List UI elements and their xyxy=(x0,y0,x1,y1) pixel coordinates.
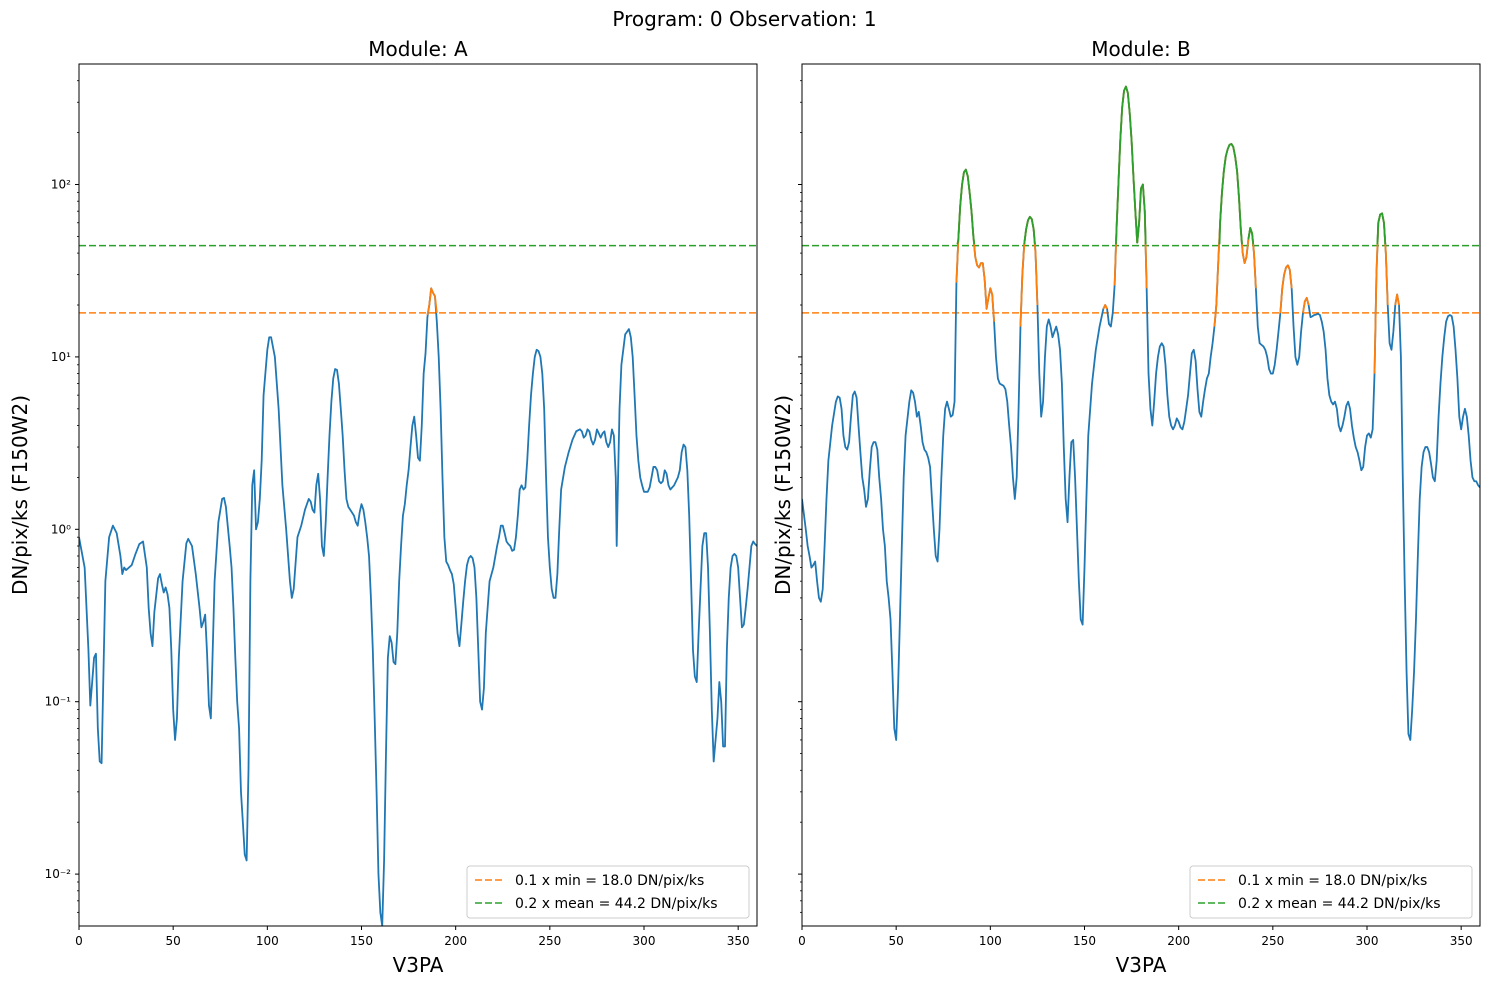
module-b-x-tick-label: 150 xyxy=(1073,934,1096,948)
module-b-series-line-11 xyxy=(1023,215,1036,245)
module-b-series-line-7 xyxy=(1302,296,1310,314)
module-a-x-tick-label: 350 xyxy=(727,934,750,948)
module-a-legend-label: 0.1 x min = 18.0 DN/pix/ks xyxy=(515,873,704,889)
module-a-axes-frame xyxy=(78,63,758,927)
module-b-legend-label: 0.1 x min = 18.0 DN/pix/ks xyxy=(1238,873,1427,889)
module-b-x-tick-label: 0 xyxy=(798,934,806,948)
module-b-legend-box xyxy=(1189,865,1473,919)
module-a-x-tick-label: 100 xyxy=(256,934,279,948)
module-b-legend-label: 0.2 x mean = 44.2 DN/pix/ks xyxy=(1238,896,1441,912)
module-b-series-line-12 xyxy=(1115,85,1147,245)
module-a-series-line-1 xyxy=(426,287,438,316)
module-b-series-line-15 xyxy=(1376,212,1387,245)
module-b-x-tick-label: 50 xyxy=(889,934,904,948)
module-b-series-line-14 xyxy=(1247,227,1255,245)
module-b-legend: 0.1 x min = 18.0 DN/pix/ks 0.2 x mean = 4… xyxy=(1189,865,1473,919)
module-b-x-tick-label: 350 xyxy=(1450,934,1473,948)
module-b-xlabel: V3PA xyxy=(1116,953,1167,977)
module-b-series-line-9 xyxy=(1394,293,1400,306)
module-b-series-line-0 xyxy=(802,85,1480,741)
module-b-x-tick-label: 250 xyxy=(1261,934,1284,948)
module-b-x-tick-label: 100 xyxy=(979,934,1002,948)
module-a-y-tick-label: 10⁻² xyxy=(45,867,72,881)
module-b-series-line-6 xyxy=(1279,264,1293,313)
module-a-legend: 0.1 x min = 18.0 DN/pix/ks 0.2 x mean = 4… xyxy=(466,865,750,919)
module-a-x-tick-label: 300 xyxy=(633,934,656,948)
module-a-ylabel: DN/pix/ks (F150W2) xyxy=(8,395,32,595)
module-a-y-tick-label: 10⁰ xyxy=(51,522,71,536)
module-b-ylabel: DN/pix/ks (F150W2) xyxy=(771,395,795,595)
module-b-x-tick-label: 300 xyxy=(1356,934,1379,948)
chart-module-a: Module: A V3PA DN/pix/ks (F150W2) 0 50 100 150… xyxy=(8,37,758,977)
module-a-y-tick-label: 10⁻¹ xyxy=(45,695,72,709)
module-a-x-tick-label: 50 xyxy=(166,934,181,948)
module-a-y-tick-label: 10¹ xyxy=(51,350,71,364)
figure-title: Program: 0 Observation: 1 xyxy=(612,7,876,31)
module-b-series-line-3 xyxy=(1102,304,1108,310)
module-b-series-line-13 xyxy=(1218,143,1243,245)
module-a-legend-label: 0.2 x mean = 44.2 DN/pix/ks xyxy=(515,896,718,912)
module-a-title: Module: A xyxy=(368,37,468,61)
module-a-x-tick-label: 0 xyxy=(75,934,83,948)
module-b-x-tick-label: 200 xyxy=(1167,934,1190,948)
module-a-legend-box xyxy=(466,865,750,919)
module-a-xlabel: V3PA xyxy=(393,953,444,977)
module-a-x-tick-label: 200 xyxy=(444,934,467,948)
chart-module-b: Module: B V3PA DN/pix/ks (F150W2) 0 50 100 150… xyxy=(771,37,1481,977)
module-b-title: Module: B xyxy=(1091,37,1191,61)
module-b-series-line-10 xyxy=(956,168,976,245)
module-a-x-tick-label: 250 xyxy=(538,934,561,948)
module-b-axes-frame xyxy=(801,63,1481,927)
module-a-series-line-0 xyxy=(79,287,757,926)
module-a-y-tick-label: 10² xyxy=(51,178,71,192)
module-a-x-tick-label: 150 xyxy=(350,934,373,948)
